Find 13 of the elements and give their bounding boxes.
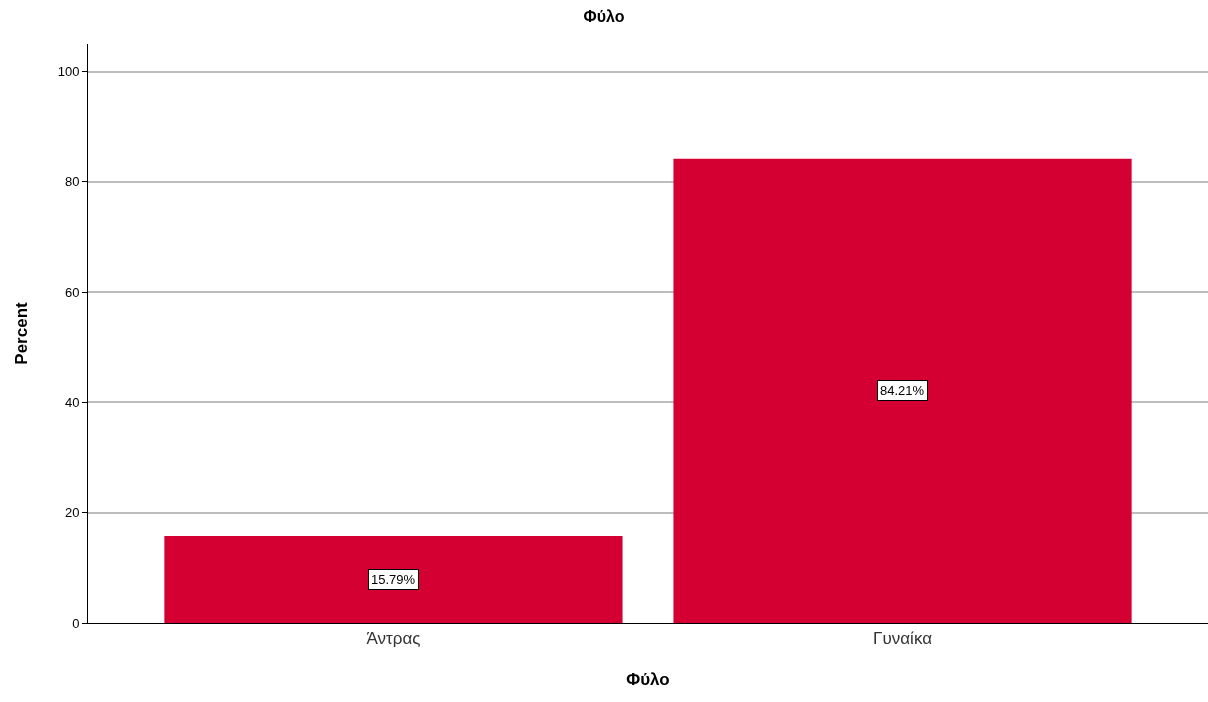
data-label: 15.79% [371,572,416,587]
x-tick-label: Άντρας [366,629,421,649]
y-tick-label: 80 [64,174,80,190]
y-tick-label: 40 [64,394,80,410]
data-label: 84.21% [880,383,925,398]
x-tick-label: Γυναίκα [873,629,933,649]
y-tick-label: 20 [64,505,80,521]
y-tick-label: 0 [72,615,80,631]
y-axis-title: Percent [12,301,32,365]
y-tick-label: 60 [64,284,80,300]
y-tick-label: 100 [57,64,80,80]
chart-title: Φύλο [583,7,625,25]
x-axis-title: Φύλο [626,669,670,689]
